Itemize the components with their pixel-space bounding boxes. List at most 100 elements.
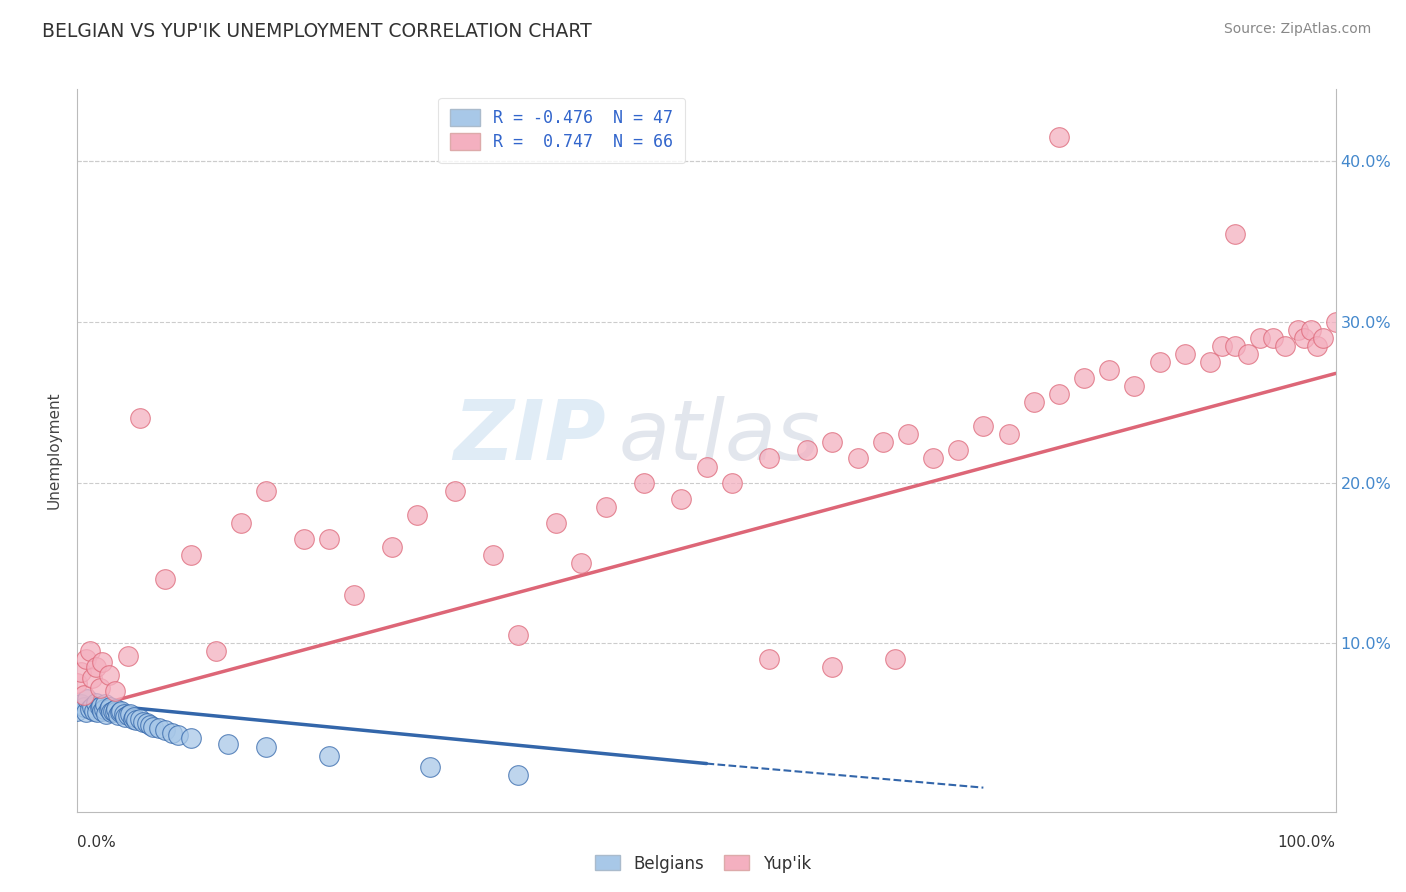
- Point: [1286, 323, 1309, 337]
- Point: [1022, 395, 1045, 409]
- Point: [82, 672, 104, 686]
- Point: [204, 644, 226, 658]
- Point: [98, 700, 121, 714]
- Point: [110, 704, 132, 718]
- Point: [122, 710, 145, 724]
- Point: [93, 702, 115, 716]
- Point: [75, 705, 97, 719]
- Point: [569, 556, 592, 570]
- Point: [254, 483, 277, 498]
- Point: [96, 706, 118, 721]
- Point: [91, 656, 114, 670]
- Point: [167, 728, 190, 742]
- Point: [104, 705, 127, 719]
- Point: [72, 688, 94, 702]
- Text: atlas: atlas: [619, 395, 820, 476]
- Point: [89, 700, 111, 714]
- Point: [796, 443, 818, 458]
- Point: [86, 705, 108, 719]
- Point: [318, 748, 340, 763]
- Point: [160, 726, 183, 740]
- Point: [1047, 387, 1070, 401]
- Point: [142, 720, 165, 734]
- Point: [1123, 379, 1146, 393]
- Point: [1098, 363, 1121, 377]
- Text: BELGIAN VS YUP'IK UNEMPLOYMENT CORRELATION CHART: BELGIAN VS YUP'IK UNEMPLOYMENT CORRELATI…: [42, 22, 592, 41]
- Point: [129, 712, 152, 726]
- Point: [97, 702, 120, 716]
- Point: [180, 548, 202, 562]
- Point: [108, 705, 131, 719]
- Y-axis label: Unemployment: Unemployment: [46, 392, 62, 509]
- Point: [720, 475, 742, 490]
- Point: [1047, 130, 1070, 145]
- Point: [1294, 331, 1316, 345]
- Point: [254, 740, 277, 755]
- Point: [1312, 331, 1334, 345]
- Point: [72, 700, 94, 714]
- Point: [155, 723, 177, 737]
- Point: [132, 714, 155, 729]
- Point: [506, 768, 529, 782]
- Point: [101, 704, 124, 718]
- Point: [1149, 355, 1171, 369]
- Point: [79, 644, 101, 658]
- Point: [595, 500, 617, 514]
- Point: [1306, 339, 1329, 353]
- Point: [897, 427, 920, 442]
- Point: [846, 451, 869, 466]
- Point: [139, 718, 162, 732]
- Point: [884, 652, 907, 666]
- Point: [90, 698, 112, 713]
- Point: [84, 660, 107, 674]
- Point: [292, 532, 315, 546]
- Point: [1211, 339, 1233, 353]
- Point: [180, 731, 202, 745]
- Point: [79, 702, 101, 716]
- Point: [100, 705, 122, 719]
- Point: [1324, 315, 1347, 329]
- Point: [66, 704, 89, 718]
- Point: [94, 697, 117, 711]
- Point: [70, 697, 93, 711]
- Point: [633, 475, 655, 490]
- Point: [91, 704, 114, 718]
- Point: [972, 419, 994, 434]
- Point: [1299, 323, 1322, 337]
- Point: [82, 700, 104, 714]
- Point: [872, 435, 894, 450]
- Point: [120, 706, 142, 721]
- Point: [229, 516, 252, 530]
- Legend: R = -0.476  N = 47, R =  0.747  N = 66: R = -0.476 N = 47, R = 0.747 N = 66: [439, 97, 685, 163]
- Text: ZIP: ZIP: [453, 395, 606, 476]
- Point: [671, 491, 693, 506]
- Point: [107, 708, 129, 723]
- Point: [381, 540, 404, 554]
- Point: [544, 516, 567, 530]
- Point: [1236, 347, 1258, 361]
- Point: [148, 721, 170, 735]
- Point: [758, 652, 780, 666]
- Point: [821, 435, 844, 450]
- Point: [481, 548, 503, 562]
- Point: [1199, 355, 1222, 369]
- Point: [112, 706, 135, 721]
- Point: [444, 483, 467, 498]
- Point: [758, 451, 780, 466]
- Point: [89, 681, 111, 695]
- Point: [97, 668, 120, 682]
- Point: [217, 737, 239, 751]
- Text: 100.0%: 100.0%: [1278, 836, 1336, 850]
- Point: [117, 708, 139, 723]
- Point: [135, 716, 157, 731]
- Point: [922, 451, 945, 466]
- Point: [121, 712, 143, 726]
- Point: [997, 427, 1019, 442]
- Point: [343, 588, 366, 602]
- Point: [83, 704, 105, 718]
- Point: [75, 652, 97, 666]
- Point: [1223, 339, 1246, 353]
- Point: [155, 572, 177, 586]
- Point: [419, 760, 441, 774]
- Text: 0.0%: 0.0%: [77, 836, 117, 850]
